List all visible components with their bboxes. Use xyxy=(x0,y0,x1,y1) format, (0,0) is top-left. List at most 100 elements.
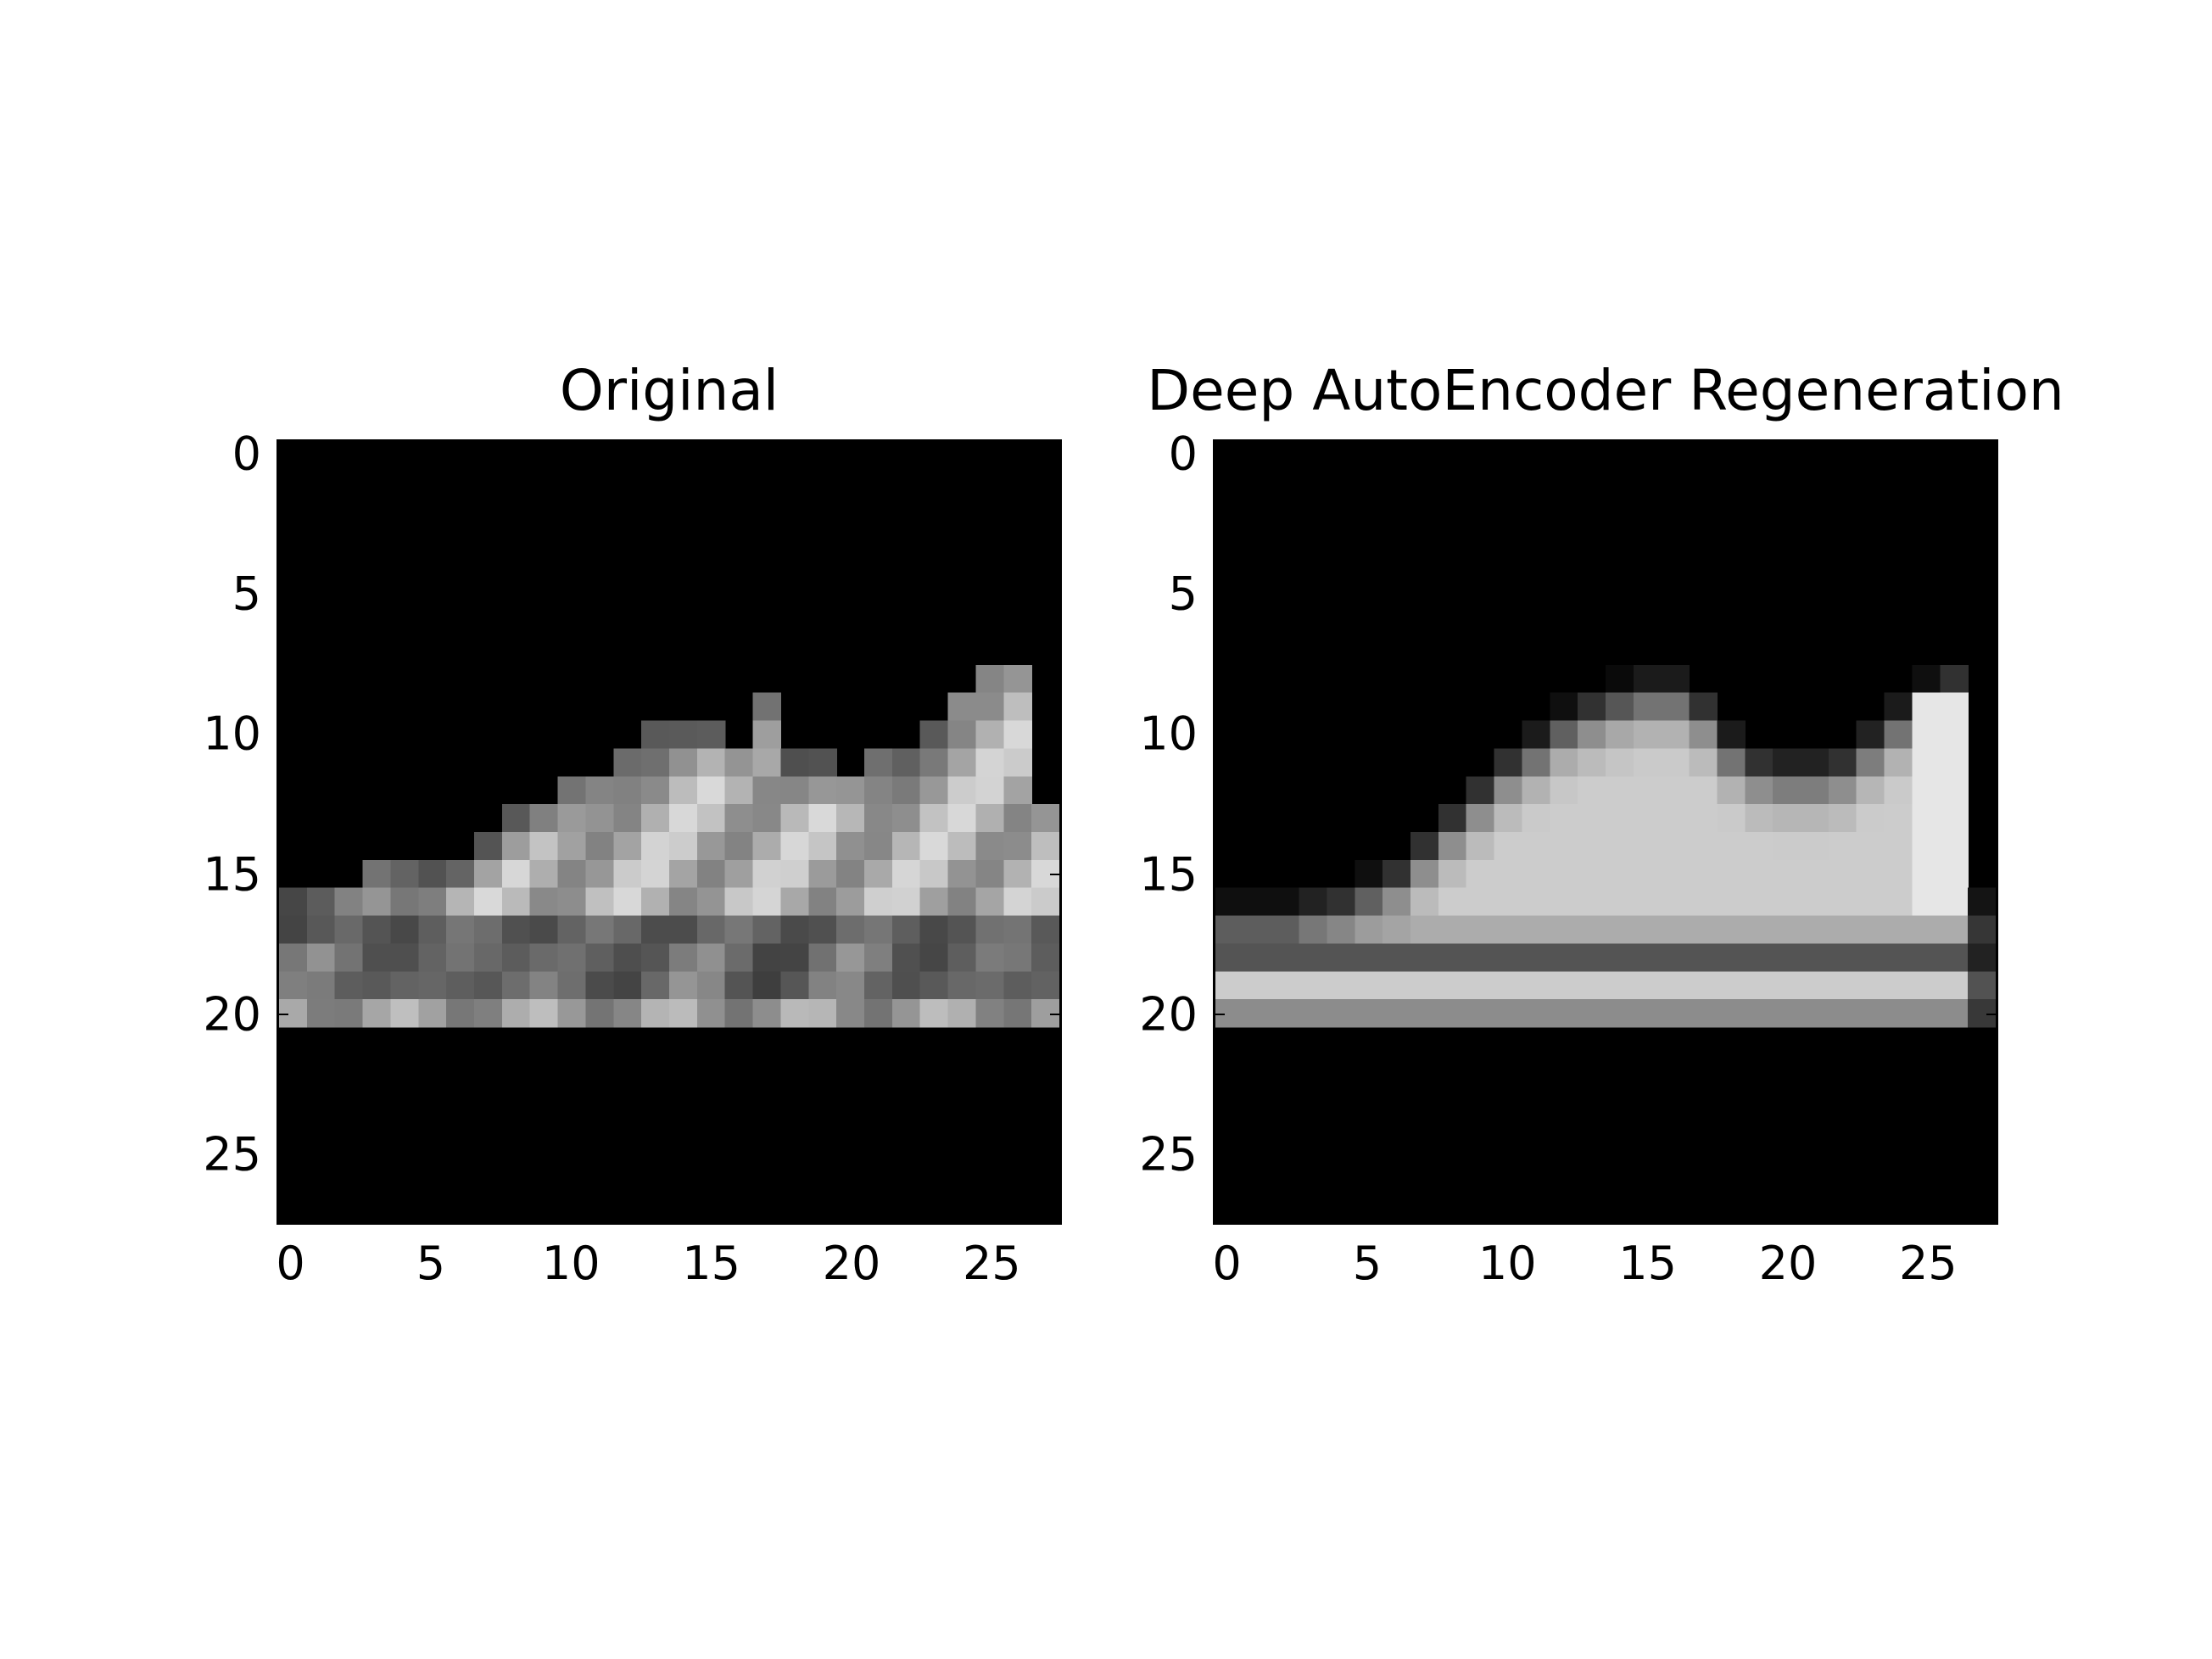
heatmap-cell xyxy=(1801,999,1829,1028)
heatmap-cell xyxy=(306,999,336,1028)
heatmap-cell xyxy=(613,999,642,1028)
heatmap-cell xyxy=(1550,804,1578,833)
heatmap-cell xyxy=(1606,943,1634,972)
heatmap-cell xyxy=(474,915,503,945)
heatmap-cell xyxy=(780,999,809,1028)
y-tick-mark xyxy=(276,873,288,875)
x-tick-mark xyxy=(1786,1213,1789,1225)
heatmap-cell xyxy=(724,915,754,945)
heatmap-cell xyxy=(1912,720,1941,750)
heatmap-cell xyxy=(947,832,977,861)
chart-title: Deep AutoEncoder Regeneration xyxy=(1147,358,2064,423)
heatmap-cell xyxy=(501,887,531,917)
heatmap-cell xyxy=(975,887,1004,917)
heatmap-cell xyxy=(1494,748,1523,777)
heatmap-cell xyxy=(1745,999,1774,1028)
heatmap-cell xyxy=(752,692,782,722)
heatmap-cell xyxy=(808,859,837,889)
heatmap-cell xyxy=(864,748,893,777)
heatmap-cell xyxy=(641,748,670,777)
heatmap-cell xyxy=(1717,859,1746,889)
heatmap-cell xyxy=(1745,804,1774,833)
heatmap-cell xyxy=(1550,943,1578,972)
heatmap-cell xyxy=(1940,692,1969,722)
heatmap-cell xyxy=(1299,999,1328,1028)
heatmap-cell xyxy=(864,943,893,972)
y-tick-mark xyxy=(1986,1013,1998,1015)
heatmap-cell xyxy=(1884,999,1913,1028)
heatmap-cell xyxy=(585,999,614,1028)
heatmap-cell xyxy=(1940,999,1969,1028)
heatmap-cell xyxy=(306,943,336,972)
heatmap-cell xyxy=(1828,859,1857,889)
heatmap-cell xyxy=(390,859,419,889)
heatmap-cell xyxy=(1661,720,1690,750)
heatmap-cell xyxy=(780,887,809,917)
heatmap-cell xyxy=(446,999,475,1028)
heatmap-cell xyxy=(1801,943,1829,972)
y-tick-mark xyxy=(276,733,288,735)
heatmap-cell xyxy=(1606,859,1634,889)
heatmap-cell xyxy=(975,832,1004,861)
heatmap-cell xyxy=(808,999,837,1028)
heatmap-cell xyxy=(1884,887,1913,917)
heatmap-cell xyxy=(891,971,921,1000)
heatmap-cell xyxy=(1438,887,1467,917)
heatmap-cell xyxy=(752,999,782,1028)
heatmap-cell xyxy=(1522,748,1550,777)
heatmap-cell xyxy=(947,859,977,889)
heatmap-cell xyxy=(1003,971,1032,1000)
heatmap-cell xyxy=(1522,859,1550,889)
heatmap-cell xyxy=(669,859,698,889)
heatmap-cell xyxy=(1940,664,1969,694)
heatmap-cell xyxy=(1940,832,1969,861)
heatmap-cell xyxy=(1578,859,1606,889)
heatmap-cell xyxy=(919,859,949,889)
heatmap-cell xyxy=(1633,720,1662,750)
y-tick-label: 5 xyxy=(1168,567,1198,621)
heatmap-cell xyxy=(1661,664,1690,694)
heatmap-cell xyxy=(1031,915,1059,945)
heatmap-cell xyxy=(557,971,587,1000)
heatmap-cell xyxy=(1031,971,1059,1000)
heatmap-cell xyxy=(1828,943,1857,972)
heatmap-cell xyxy=(1466,887,1495,917)
heatmap-cell xyxy=(1940,915,1969,945)
heatmap-cell xyxy=(1745,887,1774,917)
heatmap-cell xyxy=(1550,915,1578,945)
heatmap-cell xyxy=(1578,887,1606,917)
heatmap-cell xyxy=(724,748,754,777)
heatmap-cell xyxy=(1410,832,1439,861)
heatmap-cell xyxy=(1968,971,1996,1000)
heatmap-cell xyxy=(669,832,698,861)
heatmap-cell xyxy=(585,943,614,972)
heatmap-cell xyxy=(613,859,642,889)
heatmap-cell xyxy=(1745,971,1774,1000)
heatmap-cell xyxy=(1968,915,1996,945)
heatmap-cell xyxy=(641,776,670,805)
heatmap-cell xyxy=(752,832,782,861)
x-tick-mark xyxy=(1506,439,1509,451)
heatmap-cell xyxy=(1633,776,1662,805)
heatmap-cell xyxy=(1884,748,1913,777)
heatmap-cell xyxy=(1550,859,1578,889)
heatmap-cell xyxy=(390,915,419,945)
y-tick-label: 15 xyxy=(203,847,261,902)
heatmap-cell xyxy=(864,776,893,805)
heatmap-cell xyxy=(1327,999,1355,1028)
heatmap-cell xyxy=(975,943,1004,972)
heatmap-cell xyxy=(474,859,503,889)
heatmap-cell xyxy=(1355,887,1383,917)
heatmap-cell xyxy=(1550,999,1578,1028)
heatmap-cell xyxy=(390,971,419,1000)
y-tick-mark xyxy=(1050,592,1062,595)
heatmap-cell xyxy=(696,971,726,1000)
heatmap-cell xyxy=(1689,776,1718,805)
heatmap-cell xyxy=(696,999,726,1028)
heatmap-cell xyxy=(1522,999,1550,1028)
heatmap-cell xyxy=(1828,804,1857,833)
y-tick-label: 10 xyxy=(203,707,261,761)
heatmap-cell xyxy=(1717,915,1746,945)
heatmap-cell xyxy=(1578,776,1606,805)
heatmap-cell xyxy=(585,859,614,889)
